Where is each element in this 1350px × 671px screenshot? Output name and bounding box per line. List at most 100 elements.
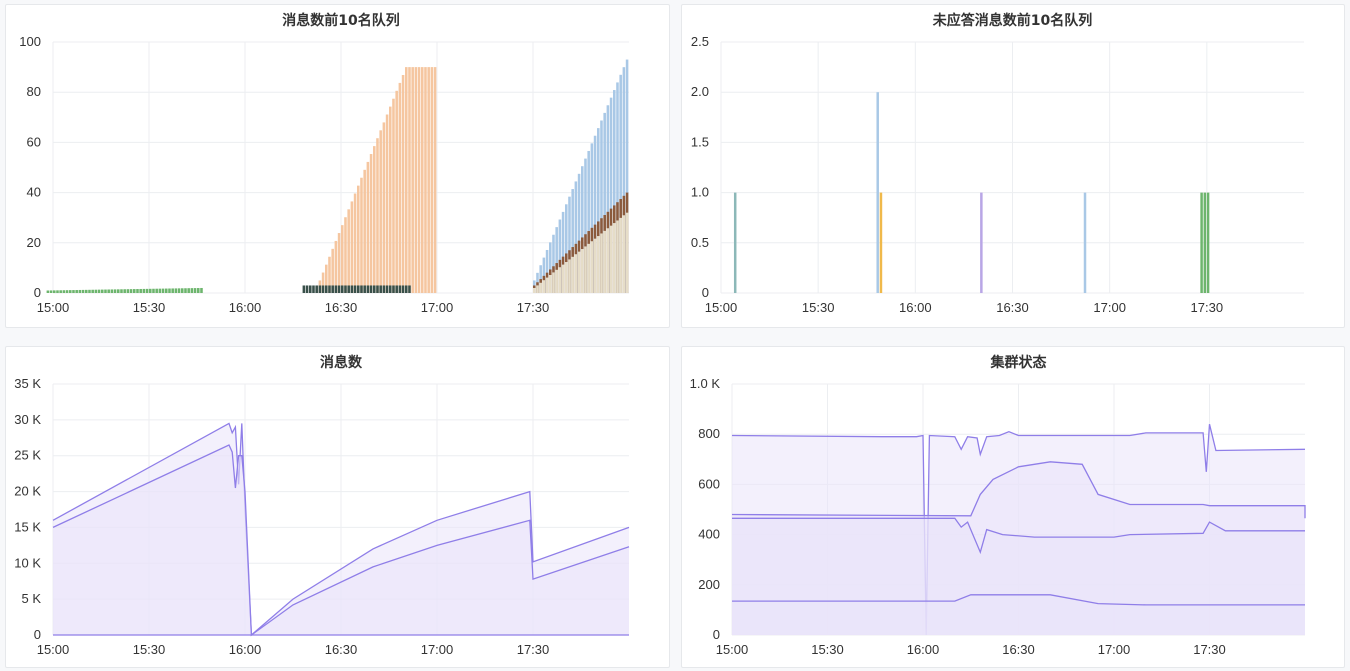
bar xyxy=(325,285,328,293)
bar xyxy=(876,92,879,293)
bar xyxy=(59,290,62,293)
bar xyxy=(574,254,578,293)
bar xyxy=(581,166,584,293)
y-tick-label: 100 xyxy=(19,34,41,49)
bar xyxy=(568,259,571,293)
chart-title: 消息数前10名队列 xyxy=(282,12,399,29)
bar xyxy=(590,241,594,293)
bar xyxy=(200,287,203,293)
series-area xyxy=(732,594,1305,635)
bar xyxy=(613,90,616,293)
bar xyxy=(411,67,414,293)
y-tick-label: 200 xyxy=(698,577,720,592)
panel-message-count: 消息数 0 5 K 10 K 15 K 20 K 25 K 30 K 35 K 15:00 15:3… xyxy=(5,346,670,668)
bar xyxy=(49,290,53,293)
bar xyxy=(321,285,325,293)
bar xyxy=(75,290,78,293)
bar xyxy=(193,288,197,293)
bar xyxy=(385,285,389,293)
bar xyxy=(91,289,94,293)
bar xyxy=(879,192,883,293)
bar xyxy=(72,290,75,293)
bar-series xyxy=(533,212,629,293)
bar xyxy=(389,106,392,294)
bar xyxy=(619,74,622,293)
bar xyxy=(980,192,983,293)
bar xyxy=(145,288,149,293)
y-tick-label: 10 K xyxy=(14,555,41,570)
x-tick-label: 15:00 xyxy=(37,642,70,657)
bar xyxy=(363,169,366,293)
bar xyxy=(168,288,171,293)
bar xyxy=(337,285,341,293)
y-tick-label: 15 K xyxy=(14,519,41,534)
bar xyxy=(331,248,334,293)
x-tick-label: 17:00 xyxy=(1093,300,1126,315)
chart-title: 未应答消息数前10名队列 xyxy=(933,12,1092,29)
bar xyxy=(587,243,590,293)
bar xyxy=(341,285,344,293)
bar xyxy=(542,280,546,293)
bar xyxy=(619,217,622,293)
y-tick-label: 40 xyxy=(27,185,41,200)
chart-top-queues: 消息数前10名队列 0 20 40 60 80 100 15:00 15:30 16:00 16:3… xyxy=(19,12,629,315)
y-tick-label: 25 K xyxy=(14,448,41,463)
bar-series xyxy=(46,287,203,293)
bar xyxy=(171,288,174,293)
bar xyxy=(382,285,386,293)
bar xyxy=(85,289,88,293)
bar xyxy=(305,285,309,293)
bar xyxy=(552,272,555,293)
y-tick-label: 0.5 xyxy=(691,235,709,250)
y-tick-label: 0 xyxy=(713,627,720,642)
bar xyxy=(625,212,629,293)
bar xyxy=(421,67,424,293)
x-tick-label: 16:30 xyxy=(1002,642,1035,657)
bar xyxy=(565,204,568,293)
chart-title: 集群状态 xyxy=(990,354,1047,371)
bar xyxy=(78,289,82,293)
bar xyxy=(536,285,539,293)
bar xyxy=(331,285,334,293)
bar xyxy=(126,289,130,293)
bar xyxy=(88,289,91,293)
bar xyxy=(606,105,610,293)
x-tick-label: 17:30 xyxy=(517,642,550,657)
bar xyxy=(405,67,408,293)
y-tick-label: 1.0 K xyxy=(690,376,721,391)
x-tick-label: 16:30 xyxy=(996,300,1029,315)
bar xyxy=(545,249,549,293)
x-tick-label: 17:00 xyxy=(1098,642,1131,657)
bar xyxy=(187,288,190,293)
y-tick-label: 0 xyxy=(34,627,41,642)
bar xyxy=(561,211,565,293)
bar xyxy=(622,215,626,293)
bar xyxy=(1203,192,1207,293)
x-tick-label: 15:00 xyxy=(716,642,749,657)
bar xyxy=(353,193,357,293)
bar xyxy=(62,290,66,293)
bar xyxy=(733,192,737,293)
y-tick-label: 30 K xyxy=(14,412,41,427)
bar xyxy=(133,289,136,293)
bar xyxy=(366,161,370,293)
bar xyxy=(350,201,354,293)
bar xyxy=(389,285,392,293)
bar xyxy=(603,230,606,293)
bar xyxy=(555,269,558,293)
bar xyxy=(53,290,56,293)
bar xyxy=(69,290,72,293)
x-tick-label: 17:30 xyxy=(517,300,550,315)
bar xyxy=(328,256,331,293)
chart-unacked-queues: 未应答消息数前10名队列 0 0.5 1.0 1.5 2.0 2.5 15:00 15:30 16… xyxy=(691,12,1304,315)
bar xyxy=(398,82,402,293)
bar xyxy=(549,274,552,293)
bar xyxy=(577,173,581,293)
bar xyxy=(123,289,126,293)
bar xyxy=(376,285,379,293)
y-tick-label: 0 xyxy=(34,285,41,300)
bar xyxy=(373,146,376,293)
bar xyxy=(542,257,546,293)
bar xyxy=(590,143,594,293)
bar xyxy=(606,228,610,293)
